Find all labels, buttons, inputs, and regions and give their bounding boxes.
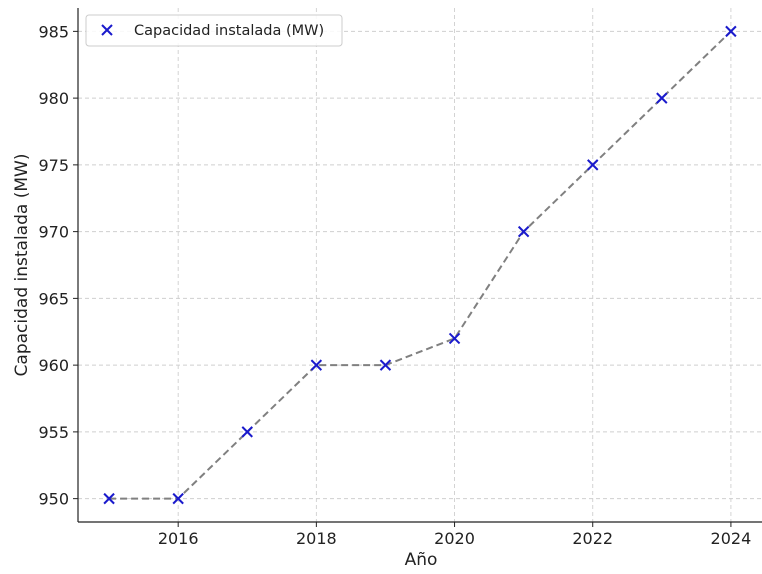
x-tick-label: 2018 <box>296 529 337 548</box>
axes <box>77 8 762 523</box>
series <box>103 25 737 505</box>
y-tick-label: 970 <box>38 223 69 242</box>
legend-box <box>85 14 343 47</box>
x-tick-label: 2016 <box>158 529 199 548</box>
marker-stroke <box>587 159 599 171</box>
y-tick-label: 985 <box>38 22 69 41</box>
marker-stroke <box>448 332 461 345</box>
y-tick-label: 975 <box>38 156 69 175</box>
x-tick-label: 2020 <box>434 529 475 548</box>
legend-marker-x-icon <box>101 24 113 36</box>
x-tick-label: 2024 <box>711 529 752 548</box>
x-axis-label: Año <box>405 550 438 570</box>
y-tick-label: 955 <box>38 423 69 442</box>
data-point-x-marker <box>587 159 599 171</box>
data-point-x-marker <box>379 359 392 371</box>
legend-label: Capacidad instalada (MW) <box>134 23 324 39</box>
data-point-x-marker <box>725 25 737 38</box>
x-tick-label: 2022 <box>572 529 613 548</box>
marker-stroke <box>517 225 530 238</box>
data-point-x-marker <box>656 92 668 104</box>
marker-stroke <box>172 492 184 505</box>
grid <box>78 8 762 522</box>
data-point-x-marker <box>448 332 461 345</box>
marker-stroke <box>310 359 323 371</box>
data-point-x-marker <box>241 426 253 438</box>
marker-stroke <box>103 492 115 505</box>
y-tick-label: 980 <box>38 89 69 108</box>
y-tick-label: 960 <box>38 356 69 375</box>
marker-stroke <box>379 359 392 371</box>
marker-stroke <box>725 25 737 38</box>
marker-stroke <box>241 426 253 438</box>
data-point-x-marker <box>172 492 184 505</box>
data-point-x-marker <box>517 225 530 238</box>
series-line <box>109 30 732 500</box>
y-tick-label: 965 <box>38 289 69 308</box>
y-tick-label: 950 <box>38 490 69 509</box>
y-axis-label: Capacidad instalada (MW) <box>12 154 32 377</box>
data-point-x-marker <box>310 359 323 371</box>
data-point-x-marker <box>103 492 115 505</box>
marker-stroke <box>656 92 668 104</box>
legend: Capacidad instalada (MW) <box>85 14 343 47</box>
ticks: 2016 2018 2020 2022 2024 950 955 960 965 970 975 98… <box>38 22 751 548</box>
